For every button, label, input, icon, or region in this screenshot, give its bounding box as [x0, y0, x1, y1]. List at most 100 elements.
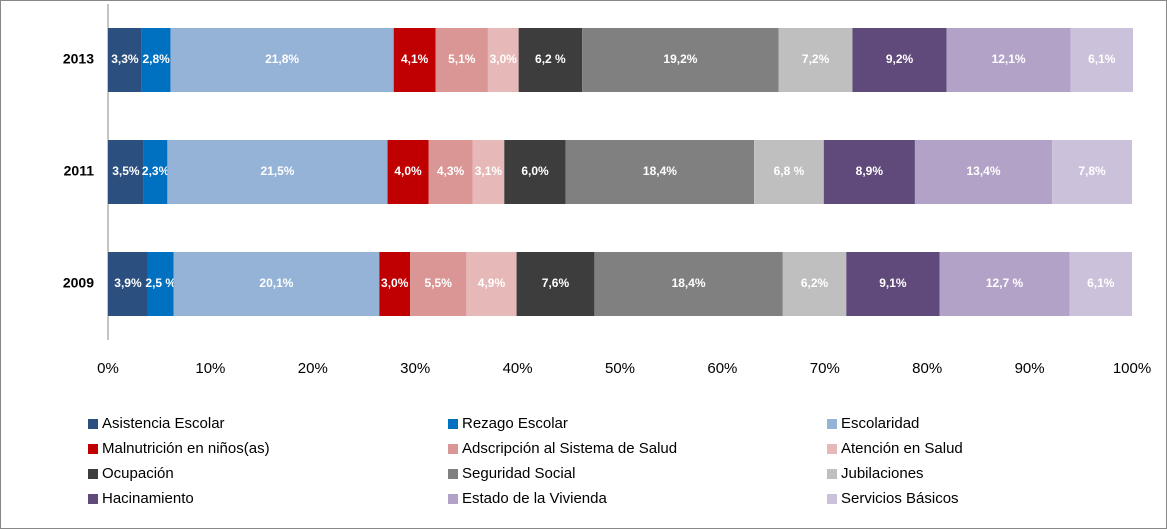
- bar-segment: [108, 140, 144, 204]
- x-tick-label: 80%: [912, 360, 942, 377]
- data-label: 21,8%: [265, 52, 299, 66]
- bar-segment: [1069, 252, 1132, 316]
- data-label: 4,9%: [478, 276, 506, 290]
- data-label: 19,2%: [663, 52, 697, 66]
- legend-swatch: [88, 444, 98, 454]
- legend-label: Hacinamiento: [102, 490, 194, 507]
- bar-segment: [939, 252, 1070, 316]
- bar-segment: [518, 28, 583, 92]
- bar-segment: [410, 252, 467, 316]
- data-label: 12,1%: [992, 52, 1026, 66]
- legend-label: Jubilaciones: [841, 465, 924, 482]
- bar-segment: [472, 140, 505, 204]
- category-label: 2013: [63, 51, 94, 67]
- legend-swatch: [88, 494, 98, 504]
- data-label: 2,8%: [142, 52, 170, 66]
- legend-swatch: [88, 419, 98, 429]
- data-label: 7,6%: [542, 276, 570, 290]
- bar-segment: [466, 252, 517, 316]
- data-label: 3,0%: [490, 52, 518, 66]
- bar-segment: [387, 140, 429, 204]
- bar-segment: [582, 28, 779, 92]
- legend-swatch: [448, 469, 458, 479]
- data-label: 3,3%: [111, 52, 139, 66]
- bar-segment: [435, 28, 488, 92]
- bar-segment: [173, 252, 380, 316]
- data-label: 2,5 %: [145, 276, 176, 290]
- category-label: 2009: [63, 275, 94, 291]
- data-label: 6,1%: [1087, 276, 1115, 290]
- legend-swatch: [88, 469, 98, 479]
- legend-label: Estado de la Vivienda: [462, 490, 607, 507]
- data-label: 6,1%: [1088, 52, 1116, 66]
- bar-segment: [141, 28, 171, 92]
- x-tick-label: 0%: [97, 360, 119, 377]
- bar-segment: [487, 28, 519, 92]
- data-label: 13,4%: [967, 164, 1001, 178]
- legend-label: Servicios Básicos: [841, 490, 959, 507]
- data-label: 20,1%: [259, 276, 293, 290]
- legend-swatch: [448, 419, 458, 429]
- bar-segment: [782, 252, 847, 316]
- bar-segment: [504, 140, 566, 204]
- bar-segment: [379, 252, 411, 316]
- legend-label: Atención en Salud: [841, 440, 963, 457]
- data-label: 21,5%: [260, 164, 294, 178]
- x-tick-label: 20%: [298, 360, 328, 377]
- x-tick-label: 10%: [195, 360, 225, 377]
- bar-segment: [594, 252, 783, 316]
- legend-label: Escolaridad: [841, 415, 919, 432]
- data-label: 4,0%: [394, 164, 422, 178]
- bar-segment: [393, 28, 436, 92]
- bar-segment: [108, 28, 142, 92]
- legend-label: Seguridad Social: [462, 465, 575, 482]
- bar-segment: [147, 252, 174, 316]
- x-tick-label: 90%: [1015, 360, 1045, 377]
- legend-swatch: [827, 419, 837, 429]
- data-label: 3,1%: [475, 164, 503, 178]
- data-label: 6,2 %: [535, 52, 566, 66]
- x-tick-label: 60%: [707, 360, 737, 377]
- data-label: 18,4%: [643, 164, 677, 178]
- legend-swatch: [827, 469, 837, 479]
- data-label: 3,5%: [112, 164, 140, 178]
- data-label: 12,7 %: [986, 276, 1024, 290]
- bar-segment: [167, 140, 388, 204]
- legend-label: Rezago Escolar: [462, 415, 568, 432]
- data-label: 9,2%: [886, 52, 914, 66]
- bar-segment: [914, 140, 1053, 204]
- bar-segment: [754, 140, 824, 204]
- x-tick-label: 50%: [605, 360, 635, 377]
- bar-segment: [108, 252, 148, 316]
- x-tick-label: 40%: [503, 360, 533, 377]
- legend-swatch: [827, 444, 837, 454]
- bar-segment: [778, 28, 853, 92]
- legend-label: Adscripción al Sistema de Salud: [462, 440, 677, 457]
- data-label: 7,8%: [1078, 164, 1106, 178]
- data-label: 6,2%: [801, 276, 829, 290]
- bar-segment: [143, 140, 168, 204]
- data-label: 4,1%: [401, 52, 429, 66]
- data-label: 2,3%: [142, 164, 170, 178]
- category-label: 2011: [64, 163, 95, 179]
- data-label: 5,5%: [425, 276, 453, 290]
- data-label: 3,9%: [114, 276, 142, 290]
- legend-label: Ocupación: [102, 465, 174, 482]
- bar-segment: [428, 140, 473, 204]
- legend-swatch: [827, 494, 837, 504]
- data-label: 8,9%: [856, 164, 884, 178]
- bar-segment: [1052, 140, 1132, 204]
- legend-swatch: [448, 444, 458, 454]
- data-label: 3,0%: [381, 276, 409, 290]
- legend-label: Malnutrición en niños(as): [102, 440, 270, 457]
- legend-label: Asistencia Escolar: [102, 415, 225, 432]
- x-tick-label: 100%: [1113, 360, 1151, 377]
- legend-swatch: [448, 494, 458, 504]
- bar-segment: [565, 140, 755, 204]
- bar-segment: [946, 28, 1071, 92]
- bar-segment: [516, 252, 595, 316]
- data-label: 6,8 %: [774, 164, 805, 178]
- bar-segment: [170, 28, 394, 92]
- x-tick-label: 30%: [400, 360, 430, 377]
